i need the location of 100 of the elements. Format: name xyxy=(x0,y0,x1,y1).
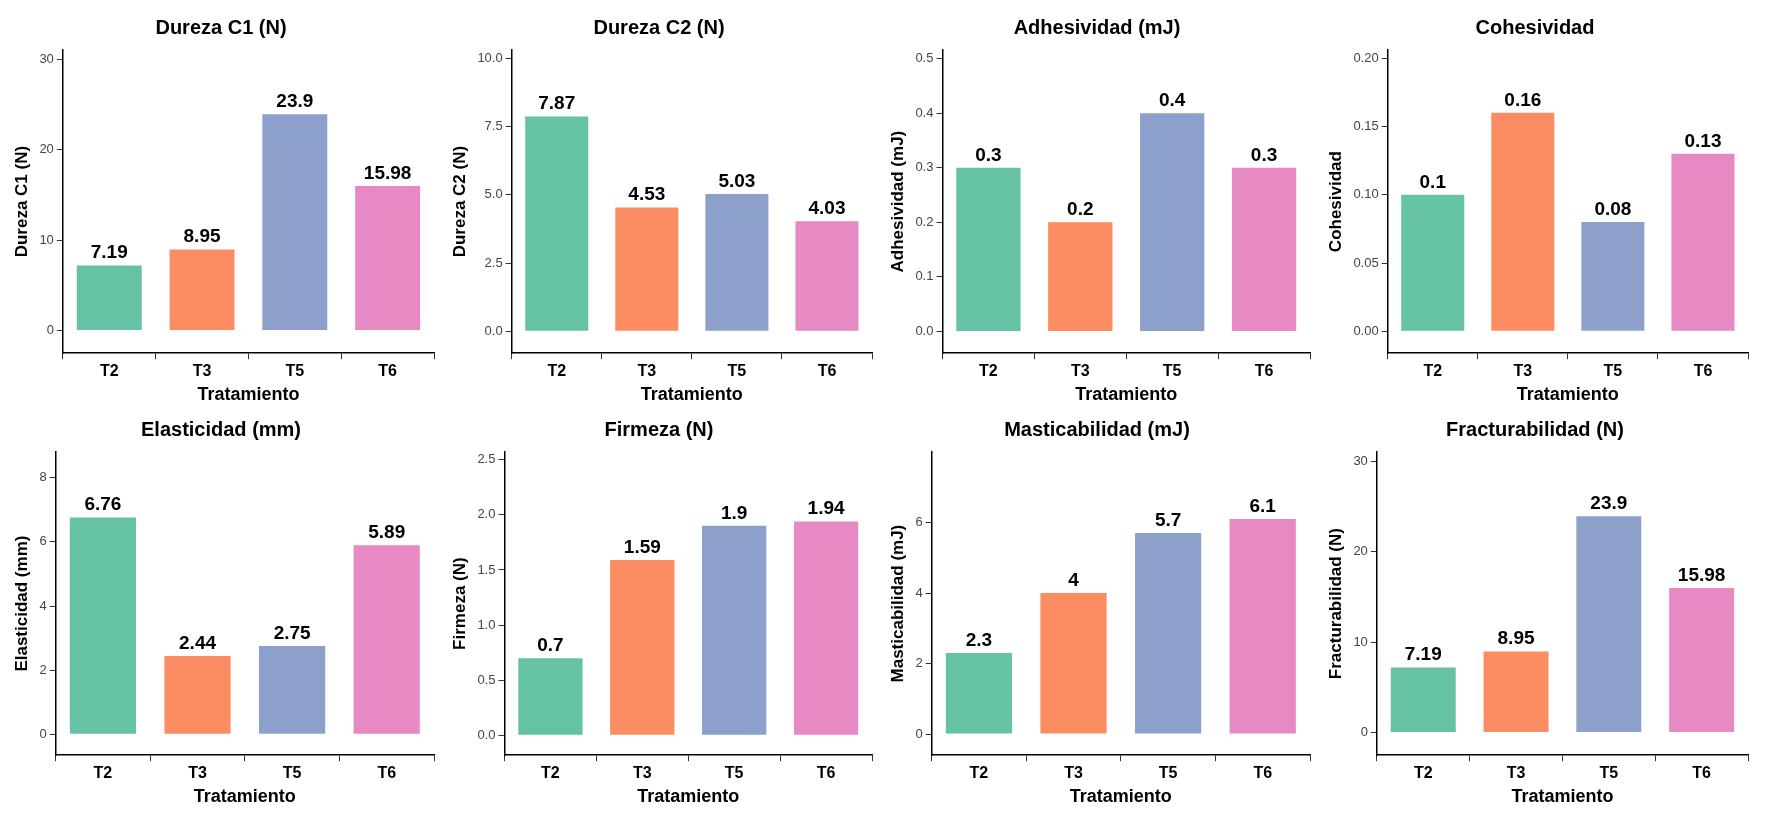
bar xyxy=(69,517,137,734)
bar xyxy=(1401,194,1465,331)
y-tick-label: 5.0 xyxy=(484,186,503,202)
bar xyxy=(518,658,583,735)
y-tick-label: 10.0 xyxy=(477,49,503,65)
y-tick-label: 2 xyxy=(915,655,923,671)
chart-title: Firmeza (N) xyxy=(604,417,714,440)
bar xyxy=(262,114,328,331)
y-tick-label: 10 xyxy=(39,231,54,247)
bar xyxy=(795,221,859,331)
data-label: 5.89 xyxy=(368,521,406,543)
y-tick-label: 8 xyxy=(39,469,47,485)
y-axis-title: Masticabilidad (mJ) xyxy=(887,524,907,683)
x-tick-label: T5 xyxy=(1162,362,1182,380)
bar xyxy=(164,656,231,734)
y-tick-label: 6 xyxy=(39,533,47,549)
x-tick-label: T5 xyxy=(727,362,747,380)
bar xyxy=(76,265,142,331)
y-tick-label: 0.10 xyxy=(1353,186,1379,202)
x-axis-title: Tratamiento xyxy=(637,786,740,807)
x-tick-label: T5 xyxy=(1158,764,1178,782)
data-label: 8.95 xyxy=(183,225,221,247)
y-tick-label: 7.5 xyxy=(484,118,503,134)
x-tick-label: T6 xyxy=(1692,764,1712,782)
y-tick-label: 0.00 xyxy=(1353,322,1379,338)
y-axis-title: Fracturabilidad (N) xyxy=(1325,528,1345,680)
y-tick-label: 2 xyxy=(39,661,47,677)
x-axis-title: Tratamiento xyxy=(1069,786,1172,807)
y-tick-label: 30 xyxy=(39,50,54,66)
x-axis-title: Tratamiento xyxy=(193,786,296,807)
y-tick-label: 0 xyxy=(39,725,47,741)
y-tick-label: 0 xyxy=(1360,724,1368,740)
y-tick-label: 0 xyxy=(46,322,54,338)
y-tick-label: 0.5 xyxy=(477,671,496,687)
x-tick-label: T5 xyxy=(285,362,305,380)
x-tick-label: T3 xyxy=(632,764,652,782)
x-tick-label: T2 xyxy=(547,362,567,380)
data-label: 1.9 xyxy=(720,501,748,523)
x-tick-label: T6 xyxy=(378,362,398,380)
y-axis-title: Firmeza (N) xyxy=(449,557,469,650)
data-label: 23.9 xyxy=(276,89,314,111)
bar xyxy=(1231,167,1297,331)
x-axis-title: Tratamiento xyxy=(1075,384,1178,405)
data-label: 2.75 xyxy=(273,621,312,643)
bar xyxy=(1048,222,1113,331)
x-axis-title: Tratamiento xyxy=(1516,384,1619,405)
bar xyxy=(615,207,679,331)
chart-title: Fracturabilidad (N) xyxy=(1446,417,1624,440)
data-label: 2.3 xyxy=(965,628,993,650)
x-tick-label: T5 xyxy=(1603,362,1623,380)
x-tick-label: T6 xyxy=(1253,764,1273,782)
bar xyxy=(705,193,769,331)
x-tick-label: T2 xyxy=(1413,764,1433,782)
y-axis-title: Cohesividad xyxy=(1325,151,1345,253)
data-label: 0.3 xyxy=(1250,143,1278,165)
y-tick-label: 0.20 xyxy=(1353,49,1379,65)
y-tick-label: 20 xyxy=(1353,543,1368,559)
x-tick-label: T3 xyxy=(188,764,207,782)
data-label: 0.16 xyxy=(1504,88,1542,110)
bar xyxy=(1040,593,1107,734)
y-tick-label: 30 xyxy=(1353,452,1368,468)
bar xyxy=(1135,533,1202,734)
data-label: 6.76 xyxy=(84,493,122,515)
y-tick-label: 2.5 xyxy=(477,451,496,467)
bar xyxy=(1140,113,1205,331)
data-label: 7.87 xyxy=(538,92,576,114)
data-label: 4 xyxy=(1068,568,1080,590)
y-tick-label: 0.05 xyxy=(1353,254,1379,270)
data-label: 0.2 xyxy=(1067,198,1094,220)
y-tick-label: 0 xyxy=(915,725,923,741)
data-label: 1.94 xyxy=(807,497,845,519)
x-tick-label: T6 xyxy=(1254,362,1274,380)
y-tick-label: 0.1 xyxy=(915,268,934,284)
bar xyxy=(793,521,859,735)
chart-title: Dureza C1 (N) xyxy=(155,15,287,38)
bar xyxy=(1229,518,1296,734)
y-axis-title: Dureza C1 (N) xyxy=(11,145,31,258)
x-tick-label: T6 xyxy=(817,362,837,380)
x-tick-label: T3 xyxy=(1070,362,1090,380)
data-label: 0.4 xyxy=(1158,88,1186,110)
bar xyxy=(956,167,1021,331)
data-label: 0.1 xyxy=(1419,170,1447,192)
bar xyxy=(702,525,767,735)
data-label: 0.08 xyxy=(1594,197,1632,219)
x-tick-label: T2 xyxy=(969,764,989,782)
data-label: 23.9 xyxy=(1590,491,1628,513)
bar xyxy=(610,560,675,735)
y-tick-label: 0.5 xyxy=(915,50,934,66)
data-label: 0.7 xyxy=(537,633,564,655)
bar xyxy=(1491,112,1555,331)
x-axis-title: Tratamiento xyxy=(640,384,743,405)
y-tick-label: 0.4 xyxy=(915,104,934,120)
data-label: 5.7 xyxy=(1154,508,1182,530)
x-tick-label: T6 xyxy=(377,764,397,782)
y-tick-label: 2.0 xyxy=(477,506,496,522)
y-tick-label: 20 xyxy=(39,141,54,157)
y-tick-label: 0.0 xyxy=(915,322,934,338)
y-tick-label: 10 xyxy=(1353,633,1368,649)
bar xyxy=(1576,516,1642,733)
data-label: 0.3 xyxy=(975,143,1002,165)
